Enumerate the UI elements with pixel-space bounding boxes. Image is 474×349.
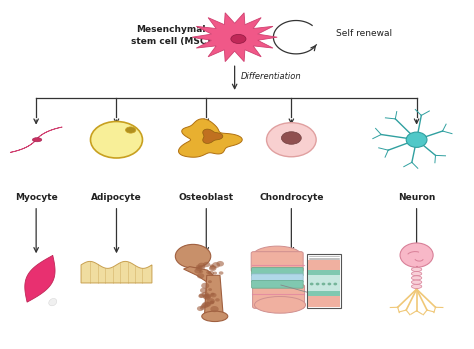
Ellipse shape — [231, 35, 246, 44]
Circle shape — [219, 271, 223, 275]
FancyBboxPatch shape — [251, 252, 303, 272]
Circle shape — [210, 301, 214, 304]
Circle shape — [215, 298, 220, 302]
Circle shape — [196, 266, 202, 271]
Circle shape — [197, 306, 204, 311]
Ellipse shape — [266, 123, 316, 157]
Circle shape — [321, 283, 325, 285]
Ellipse shape — [252, 246, 302, 266]
Polygon shape — [183, 267, 213, 282]
Polygon shape — [10, 127, 62, 153]
Ellipse shape — [411, 267, 422, 272]
Ellipse shape — [411, 276, 422, 280]
Circle shape — [208, 280, 212, 283]
Bar — [307, 254, 341, 308]
Circle shape — [203, 262, 210, 267]
Circle shape — [316, 283, 319, 285]
Circle shape — [208, 288, 212, 291]
Circle shape — [210, 306, 219, 312]
Circle shape — [212, 262, 220, 268]
Ellipse shape — [411, 272, 422, 276]
Circle shape — [205, 302, 211, 306]
Bar — [308, 270, 340, 275]
Polygon shape — [192, 13, 277, 61]
Circle shape — [201, 292, 209, 297]
Circle shape — [210, 300, 214, 303]
Ellipse shape — [175, 244, 211, 268]
Circle shape — [207, 298, 215, 304]
Ellipse shape — [411, 284, 422, 289]
Ellipse shape — [255, 297, 306, 313]
Circle shape — [310, 283, 314, 285]
Circle shape — [217, 261, 224, 267]
Polygon shape — [81, 261, 152, 283]
Ellipse shape — [282, 132, 301, 144]
FancyBboxPatch shape — [252, 281, 303, 288]
Bar — [308, 291, 340, 296]
Ellipse shape — [49, 298, 57, 306]
Circle shape — [203, 294, 211, 300]
Ellipse shape — [202, 311, 228, 321]
Circle shape — [200, 288, 207, 293]
Circle shape — [203, 294, 210, 299]
Circle shape — [210, 265, 216, 270]
Polygon shape — [203, 129, 223, 143]
Text: Myocyte: Myocyte — [15, 193, 57, 202]
Circle shape — [206, 271, 211, 274]
Circle shape — [201, 303, 209, 308]
Text: Differentiation: Differentiation — [240, 72, 301, 81]
Circle shape — [209, 266, 217, 271]
Circle shape — [210, 293, 217, 297]
Polygon shape — [204, 275, 223, 317]
Circle shape — [406, 132, 427, 147]
Circle shape — [333, 283, 337, 285]
FancyBboxPatch shape — [252, 268, 303, 276]
Bar — [308, 260, 340, 270]
Circle shape — [198, 263, 205, 268]
Circle shape — [202, 302, 210, 307]
FancyBboxPatch shape — [253, 285, 305, 308]
Text: Self renewal: Self renewal — [336, 29, 392, 38]
Circle shape — [197, 273, 204, 279]
Bar — [308, 296, 340, 306]
Circle shape — [200, 306, 205, 310]
Circle shape — [201, 283, 209, 289]
Circle shape — [208, 271, 214, 275]
Circle shape — [196, 265, 201, 268]
Bar — [308, 275, 340, 291]
Circle shape — [194, 268, 201, 274]
Text: Neuron: Neuron — [398, 193, 435, 202]
Circle shape — [205, 294, 211, 298]
Text: Osteoblast: Osteoblast — [179, 193, 234, 202]
Ellipse shape — [32, 138, 42, 142]
Circle shape — [198, 294, 204, 298]
Text: Adipocyte: Adipocyte — [91, 193, 142, 202]
Circle shape — [210, 293, 215, 296]
Circle shape — [199, 270, 203, 273]
Ellipse shape — [126, 127, 136, 133]
Ellipse shape — [411, 280, 422, 284]
FancyBboxPatch shape — [252, 274, 303, 282]
Circle shape — [213, 272, 217, 275]
Polygon shape — [179, 119, 242, 157]
Circle shape — [210, 264, 214, 267]
Text: Chondrocyte: Chondrocyte — [259, 193, 324, 202]
Ellipse shape — [91, 121, 143, 158]
Text: Mesenchymal
stem cell (MSC): Mesenchymal stem cell (MSC) — [131, 25, 210, 45]
Circle shape — [201, 304, 206, 308]
Circle shape — [400, 243, 433, 267]
Circle shape — [199, 293, 205, 298]
Circle shape — [199, 265, 205, 269]
Polygon shape — [25, 255, 55, 302]
Circle shape — [328, 283, 331, 285]
